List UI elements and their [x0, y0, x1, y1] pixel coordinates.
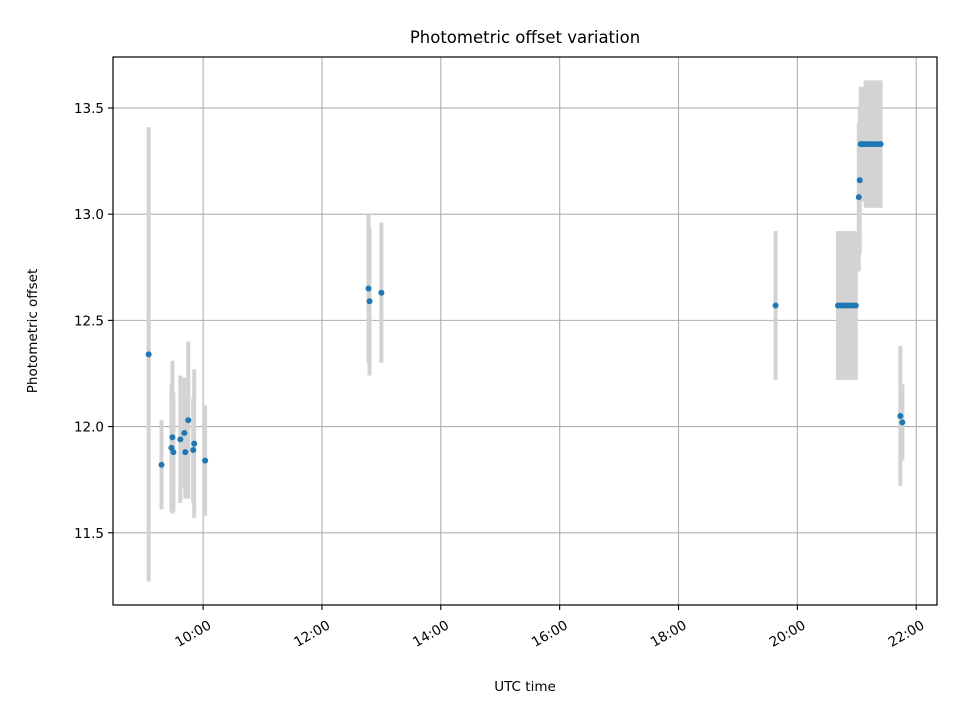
data-point: [182, 449, 189, 456]
y-axis-label: Photometric offset: [25, 269, 41, 393]
data-point: [899, 419, 906, 426]
error-bars: [146, 80, 905, 582]
data-point: [191, 440, 198, 447]
data-point: [378, 289, 385, 296]
y-tick-label: 11.5: [74, 526, 104, 542]
x-tick-label: 12:00: [291, 617, 333, 650]
data-point: [170, 449, 177, 456]
data-point: [190, 446, 197, 453]
data-point: [856, 177, 863, 184]
x-tick-label: 16:00: [529, 617, 571, 650]
data-point: [177, 436, 184, 443]
x-tick-label: 14:00: [410, 617, 452, 650]
data-point: [158, 461, 165, 468]
y-tick-label: 12.0: [74, 420, 104, 436]
data-point: [202, 457, 209, 464]
x-axis-label: UTC time: [494, 679, 556, 695]
data-points: [145, 141, 906, 468]
ticks: 10:00 12:00 14:00 16:00 18:00 20:00 22:00 11.5 1…: [74, 101, 927, 651]
data-point: [366, 298, 373, 305]
data-point: [365, 285, 372, 292]
x-tick-label: 18:00: [648, 617, 690, 650]
x-tick-label: 10:00: [172, 617, 214, 650]
grid: [113, 57, 937, 605]
data-point: [852, 302, 859, 309]
data-point: [185, 417, 192, 424]
y-tick-label: 13.5: [74, 101, 104, 117]
data-point: [181, 429, 188, 436]
x-tick-label: 22:00: [886, 617, 928, 650]
data-point: [145, 351, 152, 358]
plot-frame: [112, 56, 938, 606]
x-tick-label: 20:00: [767, 617, 809, 650]
data-point: [855, 194, 862, 201]
chart-title: Photometric offset variation: [410, 28, 640, 47]
data-point: [169, 434, 176, 441]
y-tick-label: 13.0: [74, 207, 104, 223]
data-point: [772, 302, 779, 309]
data-point: [877, 141, 884, 148]
y-tick-label: 12.5: [74, 313, 104, 329]
data-point: [897, 412, 904, 419]
